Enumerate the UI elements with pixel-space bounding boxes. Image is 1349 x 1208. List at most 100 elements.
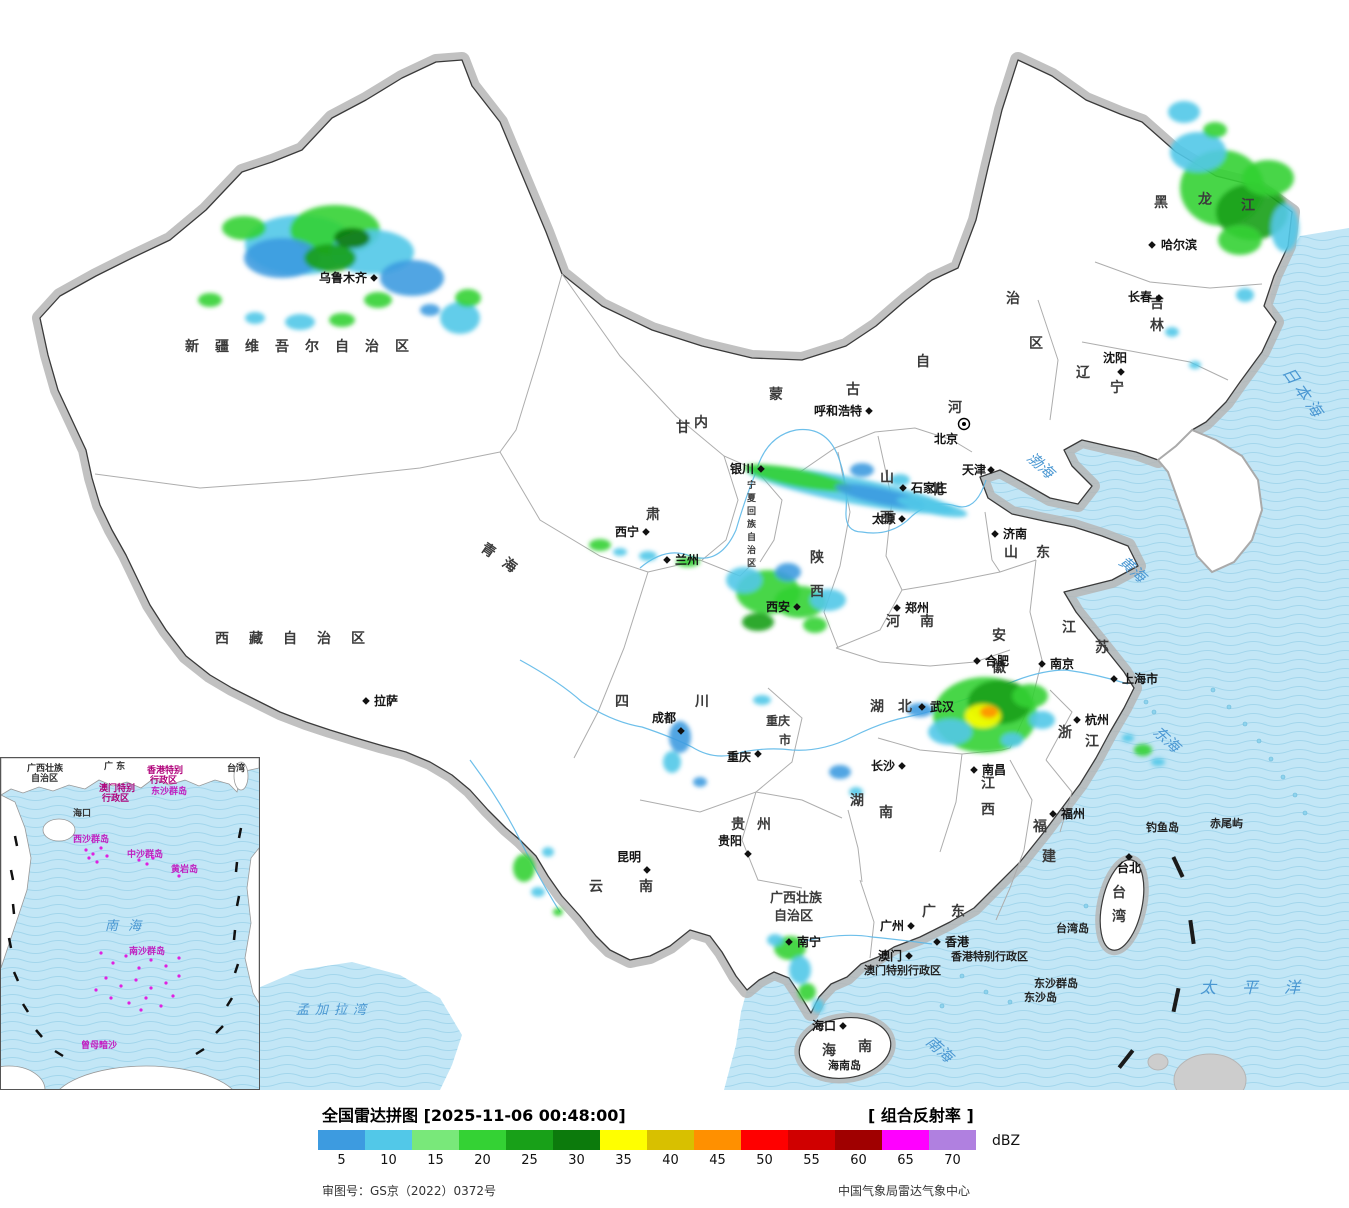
city-marker-icon: ◆ <box>973 656 981 667</box>
radar-echo <box>1203 122 1227 138</box>
radar-echo <box>1012 684 1048 708</box>
colorbar-segment: 65 <box>882 1130 929 1168</box>
inset-label: 南沙群岛 <box>129 945 165 957</box>
radar-echo <box>613 548 627 556</box>
city-label: 济南 <box>1003 526 1027 541</box>
province-label: 河 <box>948 399 962 416</box>
province-label: 广西壮族 <box>770 890 823 906</box>
rivers <box>469 428 1129 945</box>
radar-echo <box>928 719 972 745</box>
city-marker-icon: ◆ <box>987 465 995 476</box>
capital-marker-dot <box>962 422 966 426</box>
colorbar-segment: 70 <box>929 1130 976 1168</box>
colorbar-segment: 5 <box>318 1130 365 1168</box>
radar-echo <box>693 777 707 787</box>
city-marker-icon: ◆ <box>865 406 873 417</box>
radar-echo <box>803 617 827 633</box>
radar-echo <box>285 314 315 330</box>
radar-echo <box>380 260 444 296</box>
inset-label: 行政区 <box>101 792 129 804</box>
city-marker-icon: ◆ <box>1125 852 1133 863</box>
inset-label: 自治区 <box>31 772 58 784</box>
province-label: 宁 <box>1110 379 1124 396</box>
radar-echo <box>513 854 535 882</box>
province-label: 山西 <box>880 470 894 526</box>
radar-echo <box>812 999 824 1013</box>
island-label: 海南岛 <box>828 1058 861 1072</box>
province-label: 海 <box>822 1042 836 1059</box>
radar-echo <box>1242 160 1294 196</box>
colorbar-segment: 25 <box>506 1130 553 1168</box>
province-label: 川 <box>694 694 709 710</box>
colorbar-segment: 35 <box>600 1130 647 1168</box>
province-label: 湖北 <box>870 699 926 715</box>
city-marker-icon: ◆ <box>899 483 907 494</box>
radar-echo <box>589 539 611 551</box>
province-label: 蒙 <box>769 386 783 403</box>
radar-echo <box>742 613 774 631</box>
city-label: 海口 <box>812 1018 836 1033</box>
radar-echo <box>798 983 816 1001</box>
province-label: 河南 <box>886 613 954 630</box>
province-label: 市 <box>779 732 791 747</box>
radar-echo <box>440 302 480 334</box>
city-label: 杭州 <box>1085 712 1109 727</box>
province-label: 江 <box>1241 197 1255 214</box>
city-marker-icon: ◆ <box>1148 240 1156 251</box>
sea-label: 孟加拉湾 <box>296 1002 372 1018</box>
radar-echo <box>767 934 783 946</box>
city-marker-icon: ◆ <box>907 921 915 932</box>
province-label: 广 <box>922 903 936 920</box>
inset-label: 台湾 <box>227 762 245 774</box>
city-marker-icon: ◆ <box>1117 367 1125 378</box>
province-label: 陕西 <box>810 549 824 600</box>
inset-borneo <box>59 1065 233 1089</box>
inset-label: 香港特别 <box>146 764 183 776</box>
radar-echo <box>676 557 700 567</box>
province-label: 内 <box>694 414 708 431</box>
province-label: 西藏自治区 <box>215 630 385 647</box>
radar-echo <box>829 765 851 779</box>
colorbar-segment: 55 <box>788 1130 835 1168</box>
inset-nine-dash-line <box>7 827 243 1058</box>
inset-sumatra <box>1 1065 46 1089</box>
province-label: 黑 <box>1154 195 1168 211</box>
radar-echo <box>304 244 356 272</box>
city-label: 昆明 <box>617 850 641 864</box>
province-label: 古 <box>846 381 860 398</box>
province-label: 安徽 <box>991 627 1007 676</box>
city-label: 兰州 <box>675 552 699 567</box>
radar-echo <box>244 238 320 278</box>
inset-label-layer: 广西壮族自治区广 东香港特别行政区澳门特别行政区台湾东沙群岛海口西沙群岛中沙群岛… <box>27 760 245 1051</box>
radar-echo <box>245 312 265 324</box>
province-label: 云 <box>589 879 603 895</box>
island-label: 赤尾屿 <box>1210 816 1243 830</box>
boundary-dashes <box>1117 856 1196 1069</box>
radar-echo <box>364 292 392 308</box>
city-label: 香港 <box>944 934 970 949</box>
city-marker-icon: ◆ <box>677 726 685 737</box>
radar-echo <box>1236 288 1254 302</box>
inset-sea-texture <box>1 758 259 1089</box>
province-label: 江 <box>1085 733 1099 750</box>
colorbar-segment: 40 <box>647 1130 694 1168</box>
province-label: 湾 <box>1112 908 1126 925</box>
province-label: 湖 <box>850 793 864 809</box>
island-label: 东沙岛 <box>1024 990 1057 1004</box>
city-marker-icon: ◆ <box>898 761 906 772</box>
radar-echo <box>639 551 657 561</box>
province-label: 建 <box>1042 848 1056 865</box>
city-label: 西宁 <box>615 524 639 539</box>
city-label: 福州 <box>1060 806 1085 821</box>
radar-echo <box>553 908 563 916</box>
radar-echo <box>222 216 266 240</box>
radar-echo <box>329 313 355 327</box>
radar-echo <box>890 474 910 486</box>
inset-label: 广西壮族 <box>27 762 64 774</box>
city-marker-icon: ◆ <box>905 951 913 962</box>
offshore-islands <box>939 687 1308 1009</box>
province-label: 宁夏回族自治区 <box>746 479 757 569</box>
radar-echo <box>1029 711 1055 729</box>
city-marker-icon: ◆ <box>933 937 941 948</box>
radar-echo <box>1122 734 1134 742</box>
